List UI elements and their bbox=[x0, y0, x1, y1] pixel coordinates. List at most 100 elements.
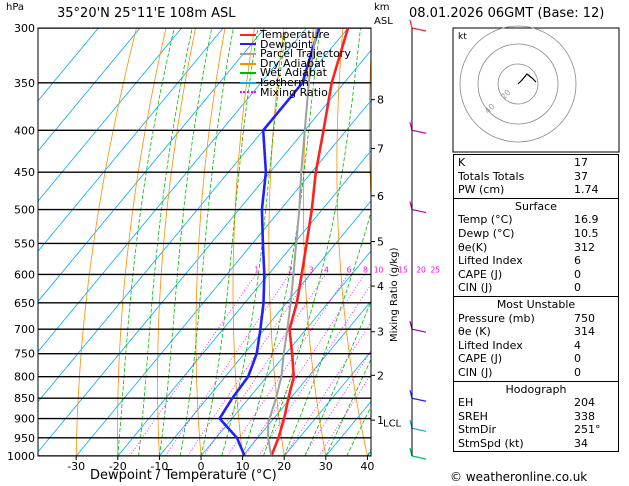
index-label: CAPE (J) bbox=[458, 267, 503, 281]
mixing-ratio-line bbox=[284, 321, 371, 456]
index-label: Lifted Index bbox=[458, 254, 523, 268]
hodograph-ring bbox=[497, 63, 539, 105]
legend-item: Parcel Trajectory bbox=[240, 47, 351, 61]
pressure-tick-label: 300 bbox=[14, 22, 35, 35]
x-tick-label: 40 bbox=[360, 460, 374, 473]
wind-barb bbox=[411, 129, 427, 134]
x-tick-label: -10 bbox=[150, 460, 168, 473]
pressure-tick-label: 750 bbox=[14, 348, 35, 361]
series-dewpoint bbox=[217, 28, 321, 456]
index-label: K bbox=[458, 156, 466, 169]
copyright-footer: © weatheronline.co.uk bbox=[450, 470, 588, 484]
legend-label: Mixing Ratio bbox=[260, 85, 328, 99]
lcl-label: LCL bbox=[383, 418, 402, 429]
hodograph-unit-label: kt bbox=[458, 32, 467, 42]
mixing-ratio-label: 3 bbox=[309, 265, 314, 274]
x-tick-label: -20 bbox=[109, 460, 127, 473]
mixing-ratio-label: 10 bbox=[374, 265, 384, 274]
legend-label: Parcel Trajectory bbox=[260, 47, 351, 61]
index-value: 17 bbox=[574, 156, 588, 169]
km-tick-label: 5 bbox=[377, 236, 384, 249]
isotherm-line bbox=[38, 28, 141, 152]
hodograph-title: Hodograph bbox=[505, 382, 567, 396]
index-label: Totals Totals bbox=[458, 169, 525, 183]
isotherm-line bbox=[38, 28, 182, 202]
legend-label: Dewpoint bbox=[260, 37, 313, 51]
pressure-tick-label: 400 bbox=[14, 124, 35, 137]
dry-adiabat-line bbox=[117, 28, 167, 456]
wind-barb bbox=[411, 27, 427, 32]
km-tick-label: 1 bbox=[377, 414, 384, 427]
wet-adiabat-line bbox=[117, 28, 175, 456]
wind-barb bbox=[411, 209, 427, 214]
km-unit: km bbox=[374, 2, 390, 13]
mixing-ratio-line bbox=[226, 274, 349, 456]
index-row: Lifted Index 6 bbox=[458, 254, 614, 268]
legend-item: Wet Adiabat bbox=[240, 68, 351, 78]
index-label: PW (cm) bbox=[458, 183, 505, 197]
index-label: CIN (J) bbox=[458, 281, 493, 295]
isotherm-line bbox=[38, 28, 266, 303]
pressure-tick-label: 550 bbox=[14, 237, 35, 250]
pressure-tick-label: 850 bbox=[14, 392, 35, 405]
index-label: SREH bbox=[458, 409, 488, 423]
index-label: Lifted Index bbox=[458, 338, 523, 352]
most-unstable-title: Most Unstable bbox=[496, 297, 576, 311]
general-indices-box: K 17 Totals Totals 37 PW (cm) 1.74 bbox=[453, 154, 619, 199]
index-value: 0 bbox=[574, 267, 581, 281]
index-value: 204 bbox=[574, 396, 595, 410]
index-label: StmSpd (kt) bbox=[458, 436, 524, 450]
x-axis-title: Dewpoint / Temperature (°C) bbox=[90, 468, 277, 483]
legend-swatch bbox=[240, 91, 256, 94]
wind-barb bbox=[411, 397, 427, 402]
isotherm-line bbox=[283, 350, 371, 456]
index-row: Temp (°C) 16.9 bbox=[458, 213, 614, 227]
mixing-ratio-label: 1 bbox=[254, 265, 259, 274]
mixing-ratio-line bbox=[187, 274, 311, 456]
index-row: K 17 bbox=[458, 156, 614, 170]
pressure-tick-label: 950 bbox=[14, 432, 35, 445]
dry-adiabat-line bbox=[157, 28, 196, 456]
index-row: SREH 338 bbox=[458, 410, 614, 424]
series-temperature bbox=[270, 28, 350, 456]
pressure-tick-label: 600 bbox=[14, 268, 35, 281]
index-value: 0 bbox=[574, 365, 581, 379]
index-value: 37 bbox=[574, 169, 588, 183]
index-row: Totals Totals 37 bbox=[458, 170, 614, 184]
km-tick-label: 7 bbox=[377, 142, 384, 155]
legend-swatch bbox=[240, 81, 256, 84]
legend-label: Dry Adiabat bbox=[260, 56, 326, 70]
index-value: 1.74 bbox=[574, 183, 599, 197]
wet-adiabat-line bbox=[179, 28, 234, 456]
wet-adiabat-line bbox=[200, 28, 259, 456]
index-value: 314 bbox=[574, 325, 595, 339]
index-value: 0 bbox=[574, 352, 581, 366]
dry-adiabat-line bbox=[368, 46, 371, 206]
index-value: 34 bbox=[574, 436, 588, 450]
mixing-ratio-label: 2 bbox=[288, 265, 293, 274]
most-unstable-box: Most Unstable Pressure (mb) 750 θe (K) 314 L… bbox=[453, 296, 619, 382]
mixing-ratio-line bbox=[164, 274, 290, 456]
km-tick-label: 4 bbox=[377, 280, 384, 293]
wet-adiabat-line bbox=[304, 300, 371, 456]
hodograph-frame bbox=[452, 27, 620, 153]
index-row: θe (K) 314 bbox=[458, 325, 614, 339]
index-value: 10.5 bbox=[574, 226, 599, 240]
mixing-ratio-line bbox=[129, 274, 257, 456]
hodograph-trace bbox=[517, 73, 537, 85]
index-row: PW (cm) 1.74 bbox=[458, 183, 614, 197]
legend-label: Temperature bbox=[260, 28, 330, 41]
index-value: 6 bbox=[574, 254, 581, 268]
x-tick-label: 30 bbox=[319, 460, 333, 473]
x-tick-label: -30 bbox=[67, 460, 85, 473]
mixing-ratio-line bbox=[258, 283, 371, 456]
indices-panel: K 17 Totals Totals 37 PW (cm) 1.74 Surface Te… bbox=[453, 154, 619, 453]
wind-barb bbox=[411, 455, 427, 460]
legend-swatch bbox=[240, 72, 256, 75]
index-label: EH bbox=[458, 396, 474, 410]
dry-adiabat-line bbox=[195, 28, 226, 456]
dry-adiabat-line bbox=[401, 28, 451, 456]
dry-adiabat-line bbox=[75, 28, 137, 456]
wet-adiabat-line bbox=[138, 28, 193, 456]
